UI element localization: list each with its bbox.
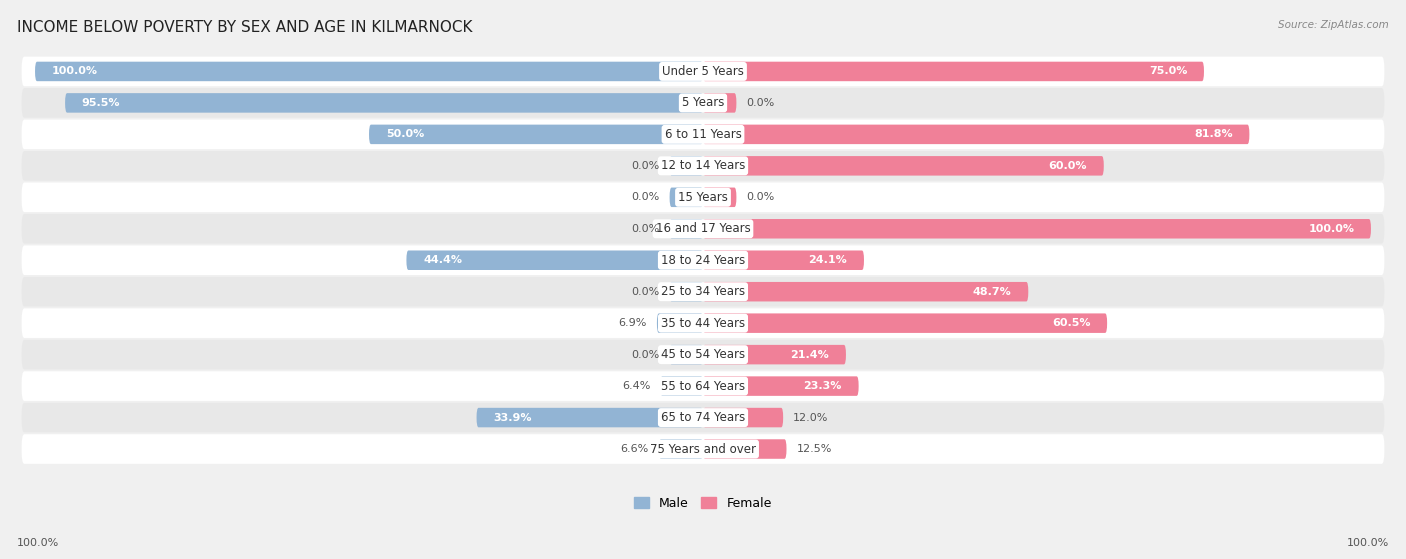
- Text: 75 Years and over: 75 Years and over: [650, 443, 756, 456]
- FancyBboxPatch shape: [21, 403, 1385, 432]
- FancyBboxPatch shape: [703, 345, 846, 364]
- Text: 15 Years: 15 Years: [678, 191, 728, 204]
- FancyBboxPatch shape: [703, 408, 783, 427]
- Text: 18 to 24 Years: 18 to 24 Years: [661, 254, 745, 267]
- Text: 48.7%: 48.7%: [973, 287, 1011, 297]
- Text: 0.0%: 0.0%: [631, 161, 659, 171]
- FancyBboxPatch shape: [703, 156, 1104, 176]
- FancyBboxPatch shape: [21, 120, 1385, 149]
- FancyBboxPatch shape: [657, 314, 703, 333]
- FancyBboxPatch shape: [703, 282, 1028, 301]
- FancyBboxPatch shape: [669, 156, 703, 176]
- FancyBboxPatch shape: [35, 61, 703, 81]
- FancyBboxPatch shape: [477, 408, 703, 427]
- FancyBboxPatch shape: [21, 56, 1385, 86]
- Legend: Male, Female: Male, Female: [630, 493, 776, 514]
- Text: 12.0%: 12.0%: [793, 413, 828, 423]
- FancyBboxPatch shape: [21, 245, 1385, 275]
- Text: 81.8%: 81.8%: [1194, 129, 1233, 139]
- Text: 12.5%: 12.5%: [797, 444, 832, 454]
- Text: 45 to 54 Years: 45 to 54 Years: [661, 348, 745, 361]
- Text: 0.0%: 0.0%: [631, 224, 659, 234]
- Text: 25 to 34 Years: 25 to 34 Years: [661, 285, 745, 298]
- FancyBboxPatch shape: [21, 88, 1385, 118]
- Text: 95.5%: 95.5%: [82, 98, 121, 108]
- FancyBboxPatch shape: [669, 345, 703, 364]
- FancyBboxPatch shape: [703, 61, 1204, 81]
- FancyBboxPatch shape: [21, 183, 1385, 212]
- Text: 100.0%: 100.0%: [1347, 538, 1389, 548]
- FancyBboxPatch shape: [703, 314, 1107, 333]
- FancyBboxPatch shape: [703, 439, 786, 459]
- FancyBboxPatch shape: [703, 93, 737, 113]
- FancyBboxPatch shape: [21, 151, 1385, 181]
- FancyBboxPatch shape: [368, 125, 703, 144]
- FancyBboxPatch shape: [21, 277, 1385, 306]
- FancyBboxPatch shape: [703, 125, 1250, 144]
- Text: 16 and 17 Years: 16 and 17 Years: [655, 222, 751, 235]
- Text: 0.0%: 0.0%: [631, 192, 659, 202]
- Text: 65 to 74 Years: 65 to 74 Years: [661, 411, 745, 424]
- Text: Under 5 Years: Under 5 Years: [662, 65, 744, 78]
- Text: 0.0%: 0.0%: [631, 287, 659, 297]
- FancyBboxPatch shape: [669, 282, 703, 301]
- FancyBboxPatch shape: [669, 219, 703, 239]
- Text: 6.9%: 6.9%: [619, 318, 647, 328]
- Text: 35 to 44 Years: 35 to 44 Years: [661, 316, 745, 330]
- FancyBboxPatch shape: [21, 340, 1385, 369]
- FancyBboxPatch shape: [65, 93, 703, 113]
- FancyBboxPatch shape: [661, 376, 703, 396]
- Text: 23.3%: 23.3%: [804, 381, 842, 391]
- Text: 6.6%: 6.6%: [620, 444, 650, 454]
- Text: 33.9%: 33.9%: [494, 413, 531, 423]
- Text: Source: ZipAtlas.com: Source: ZipAtlas.com: [1278, 20, 1389, 30]
- FancyBboxPatch shape: [703, 250, 863, 270]
- Text: 24.1%: 24.1%: [808, 255, 848, 265]
- Text: 60.0%: 60.0%: [1049, 161, 1087, 171]
- FancyBboxPatch shape: [703, 376, 859, 396]
- Text: 0.0%: 0.0%: [747, 98, 775, 108]
- Text: INCOME BELOW POVERTY BY SEX AND AGE IN KILMARNOCK: INCOME BELOW POVERTY BY SEX AND AGE IN K…: [17, 20, 472, 35]
- Text: 60.5%: 60.5%: [1052, 318, 1091, 328]
- FancyBboxPatch shape: [703, 188, 737, 207]
- Text: 75.0%: 75.0%: [1149, 67, 1187, 77]
- Text: 50.0%: 50.0%: [385, 129, 425, 139]
- Text: 5 Years: 5 Years: [682, 96, 724, 110]
- Text: 100.0%: 100.0%: [17, 538, 59, 548]
- FancyBboxPatch shape: [21, 371, 1385, 401]
- Text: 6.4%: 6.4%: [621, 381, 650, 391]
- Text: 44.4%: 44.4%: [423, 255, 463, 265]
- Text: 100.0%: 100.0%: [52, 67, 98, 77]
- FancyBboxPatch shape: [659, 439, 703, 459]
- Text: 6 to 11 Years: 6 to 11 Years: [665, 128, 741, 141]
- FancyBboxPatch shape: [406, 250, 703, 270]
- FancyBboxPatch shape: [21, 214, 1385, 244]
- Text: 0.0%: 0.0%: [747, 192, 775, 202]
- FancyBboxPatch shape: [669, 188, 703, 207]
- Text: 100.0%: 100.0%: [1308, 224, 1354, 234]
- Text: 12 to 14 Years: 12 to 14 Years: [661, 159, 745, 172]
- Text: 55 to 64 Years: 55 to 64 Years: [661, 380, 745, 392]
- FancyBboxPatch shape: [703, 219, 1371, 239]
- FancyBboxPatch shape: [21, 434, 1385, 464]
- Text: 21.4%: 21.4%: [790, 349, 830, 359]
- Text: 0.0%: 0.0%: [631, 349, 659, 359]
- FancyBboxPatch shape: [21, 309, 1385, 338]
